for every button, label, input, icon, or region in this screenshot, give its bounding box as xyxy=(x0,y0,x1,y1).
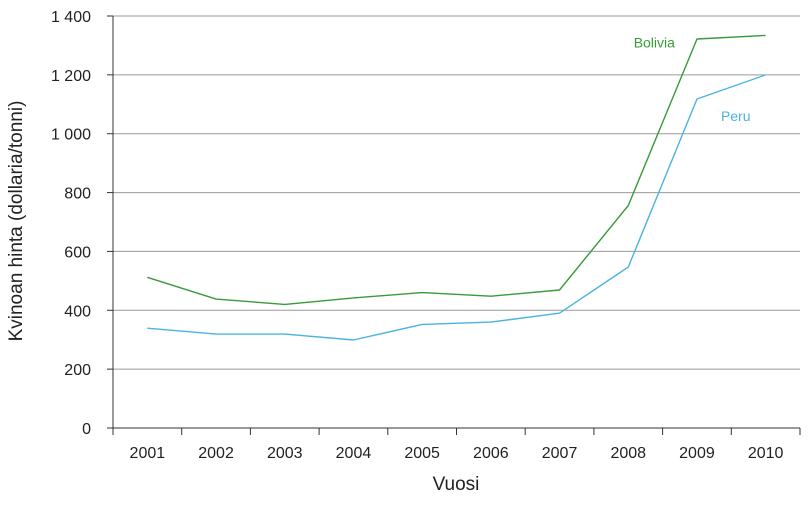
y-tick-label: 200 xyxy=(64,362,91,379)
y-tick-label: 0 xyxy=(82,421,91,438)
x-tick-label: 2009 xyxy=(679,445,715,462)
series-line-peru xyxy=(147,74,766,341)
y-tick-label: 1 000 xyxy=(51,127,91,144)
x-tick-label: 2002 xyxy=(198,445,234,462)
x-tick-label: 2007 xyxy=(542,445,578,462)
series-line-bolivia xyxy=(147,34,766,306)
x-tick-label: 2003 xyxy=(267,445,303,462)
x-tick-label: 2005 xyxy=(404,445,440,462)
x-tick-label: 2006 xyxy=(473,445,509,462)
gridlines xyxy=(107,15,801,435)
x-tick-label: 2010 xyxy=(748,445,784,462)
x-tick-labels: 2001 2002 2003 2004 2005 2006 2007 2008 2009 2010 xyxy=(130,445,784,462)
y-tick-label: 800 xyxy=(64,186,91,203)
y-tick-labels: 0 200 400 600 800 1 000 1 200 1 400 xyxy=(51,9,91,438)
x-tick-label: 2001 xyxy=(130,445,166,462)
x-tick-label: 2008 xyxy=(610,445,646,462)
series-label-peru: Peru xyxy=(721,108,751,124)
y-tick-label: 600 xyxy=(64,244,91,261)
x-tick-label: 2004 xyxy=(336,445,372,462)
axes xyxy=(112,16,800,429)
y-tick-label: 1 400 xyxy=(51,9,91,26)
series-label-bolivia: Bolivia xyxy=(634,34,675,50)
series-labels: Bolivia Peru xyxy=(634,34,751,123)
y-tick-label: 1 200 xyxy=(51,68,91,85)
y-tick-label: 400 xyxy=(64,303,91,320)
y-axis-label: Kvinoan hinta (dollaria/tonni) xyxy=(6,101,27,342)
series-lines xyxy=(147,34,766,341)
x-axis-label: Vuosi xyxy=(433,474,480,495)
